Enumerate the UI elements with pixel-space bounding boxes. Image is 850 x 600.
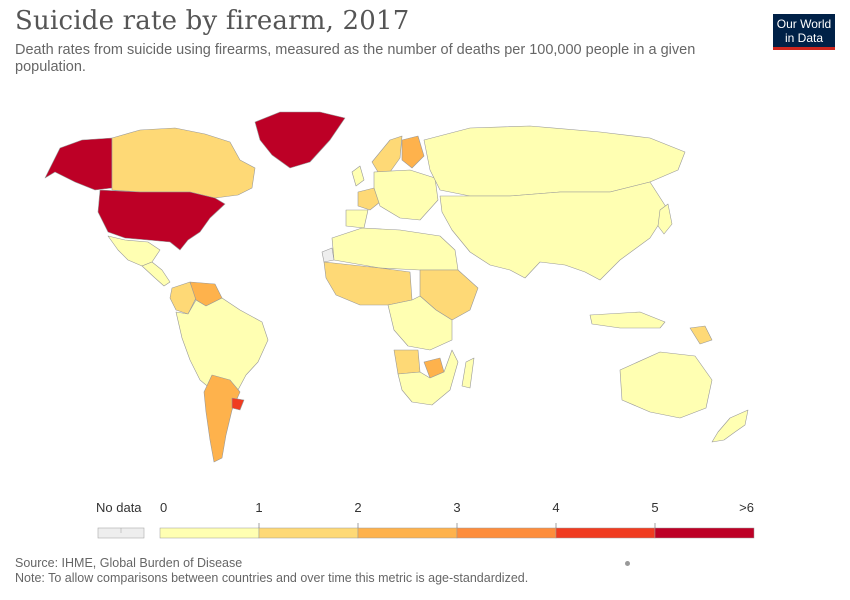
legend-bin-5[interactable] — [654, 527, 755, 539]
region-asia[interactable] — [439, 181, 669, 281]
chart-subtitle: Death rates from suicide using firearms,… — [15, 42, 696, 75]
region-argentina[interactable] — [203, 374, 241, 463]
region-alaska[interactable] — [44, 137, 113, 191]
region-finland[interactable] — [401, 135, 425, 169]
region-australia[interactable] — [619, 351, 713, 419]
region-canada[interactable] — [111, 127, 256, 199]
owid-logo[interactable]: Our World in Data — [773, 14, 835, 50]
region-usa[interactable] — [97, 189, 226, 251]
legend-tick-0: 0 — [160, 500, 167, 515]
region-new-zealand[interactable] — [711, 409, 749, 443]
legend-tick-6: >6 — [739, 500, 754, 515]
legend-bin-2[interactable] — [357, 527, 458, 539]
legend-bin-1[interactable] — [258, 527, 359, 539]
legend-tick-1: 1 — [255, 500, 262, 515]
region-southern-africa[interactable] — [397, 349, 459, 406]
chart-footer: Source: IHME, Global Burden of Disease N… — [15, 556, 528, 586]
region-south-america[interactable] — [175, 297, 269, 393]
region-papua-new-guinea[interactable] — [689, 325, 713, 345]
region-uk[interactable] — [351, 165, 365, 187]
region-europe[interactable] — [373, 169, 439, 221]
logo-line-1: Our World — [776, 17, 832, 31]
legend-no-data-label: No data — [96, 500, 142, 515]
legend-tick-2: 2 — [354, 500, 361, 515]
map-legend: No data 0 1 2 3 4 5 >6 — [96, 500, 755, 539]
region-iberia[interactable] — [345, 209, 369, 229]
region-france[interactable] — [357, 187, 381, 211]
source-text: Source: IHME, Global Burden of Disease — [15, 556, 243, 570]
legend-bin-3[interactable] — [456, 527, 557, 539]
legend-bin-4[interactable] — [555, 527, 656, 539]
region-uruguay[interactable] — [231, 397, 245, 411]
legend-tick-4: 4 — [552, 500, 559, 515]
region-central-america[interactable] — [141, 261, 171, 287]
region-japan[interactable] — [657, 203, 673, 235]
timeline-dot[interactable] — [625, 561, 630, 566]
note-text: Note: To allow comparisons between count… — [15, 571, 529, 585]
region-indonesia[interactable] — [589, 311, 666, 329]
region-angola[interactable] — [393, 349, 421, 375]
world-map[interactable] — [0, 100, 850, 490]
region-central-africa[interactable] — [387, 295, 453, 351]
region-western-sahara[interactable] — [321, 247, 335, 263]
chart-title: Suicide rate by firearm, 2017 — [15, 6, 410, 36]
region-norway-sweden[interactable] — [371, 135, 403, 173]
legend-bin-0[interactable] — [159, 527, 260, 539]
region-north-africa[interactable] — [331, 227, 459, 271]
legend-tick-3: 3 — [453, 500, 460, 515]
legend-tick-5: 5 — [651, 500, 658, 515]
region-madagascar[interactable] — [461, 357, 475, 389]
region-greenland[interactable] — [254, 111, 346, 169]
logo-line-2: in Data — [784, 31, 824, 45]
